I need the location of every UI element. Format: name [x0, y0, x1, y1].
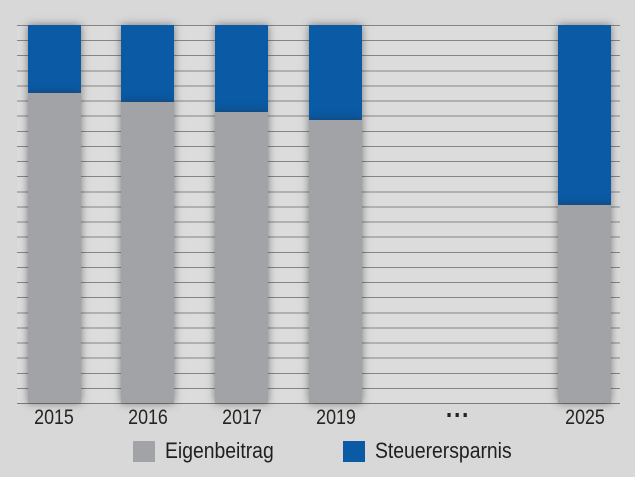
bar-2025	[558, 25, 611, 403]
legend-label-steuerersparnis: Steuerersparnis	[375, 438, 512, 463]
bar-segment-eigenbeitrag	[27, 93, 81, 403]
legend: Eigenbeitrag Steuerersparnis	[0, 440, 635, 464]
x-axis-label-2019: 2019	[315, 406, 356, 429]
x-axis-label-2017: 2017	[221, 406, 262, 429]
bar-segment-steuerersparnis	[215, 25, 268, 112]
bar-segment-steuerersparnis	[27, 25, 81, 93]
bar-segment-steuerersparnis	[121, 25, 174, 102]
legend-item-steuerersparnis: Steuerersparnis	[343, 440, 530, 462]
bar-2017	[215, 25, 268, 403]
legend-label-eigenbeitrag: Eigenbeitrag	[165, 438, 274, 463]
bar-segment-steuerersparnis	[558, 25, 611, 205]
x-axis-label-2016: 2016	[127, 406, 168, 429]
bar-segment-eigenbeitrag	[558, 205, 611, 403]
plot-area	[17, 25, 620, 404]
x-axis-label-2015: 2015	[34, 406, 74, 429]
bar-2015	[27, 25, 81, 403]
bar-segment-eigenbeitrag	[309, 120, 362, 403]
bar-segment-steuerersparnis	[309, 25, 362, 120]
x-axis-label-2025: 2025	[564, 406, 605, 429]
bar-2016	[121, 25, 174, 403]
bar-segment-eigenbeitrag	[121, 102, 174, 403]
bar-segment-eigenbeitrag	[215, 112, 268, 403]
legend-swatch-steuerersparnis	[343, 440, 365, 462]
bar-2019	[309, 25, 362, 403]
legend-item-eigenbeitrag: Eigenbeitrag	[133, 440, 289, 462]
legend-swatch-eigenbeitrag	[133, 440, 155, 462]
